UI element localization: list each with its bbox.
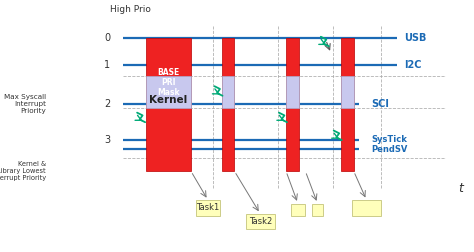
Bar bbox=[291, 204, 305, 215]
Text: t: t bbox=[458, 182, 463, 195]
Bar bbox=[286, 76, 299, 108]
Bar bbox=[246, 214, 275, 229]
Text: Kernel &
Library Lowest
Interrupt Priority: Kernel & Library Lowest Interrupt Priori… bbox=[0, 161, 46, 181]
Bar bbox=[286, 38, 299, 171]
Text: USB: USB bbox=[404, 33, 426, 43]
Text: 0: 0 bbox=[104, 33, 110, 43]
Text: BASE
PRI
Mask: BASE PRI Mask bbox=[157, 68, 180, 97]
Text: High Prio: High Prio bbox=[110, 5, 151, 14]
Text: SysTick
PendSV: SysTick PendSV bbox=[372, 135, 408, 154]
Text: Task1: Task1 bbox=[196, 203, 219, 212]
Text: Max Syscall
Interrupt
Priority: Max Syscall Interrupt Priority bbox=[4, 94, 46, 114]
Bar bbox=[146, 76, 191, 108]
Bar bbox=[341, 38, 354, 171]
Text: SCI: SCI bbox=[372, 99, 389, 109]
Bar bbox=[196, 200, 220, 215]
Text: Task2: Task2 bbox=[248, 217, 272, 226]
Text: Kernel: Kernel bbox=[149, 95, 188, 105]
Bar bbox=[341, 76, 354, 108]
Text: 2: 2 bbox=[104, 99, 110, 109]
Text: I2C: I2C bbox=[404, 60, 421, 70]
Text: 3: 3 bbox=[104, 135, 110, 145]
Bar bbox=[221, 76, 235, 108]
Bar bbox=[221, 38, 235, 171]
Text: 1: 1 bbox=[104, 60, 110, 70]
Bar bbox=[312, 204, 323, 215]
Bar bbox=[146, 38, 191, 171]
Bar bbox=[352, 200, 381, 215]
